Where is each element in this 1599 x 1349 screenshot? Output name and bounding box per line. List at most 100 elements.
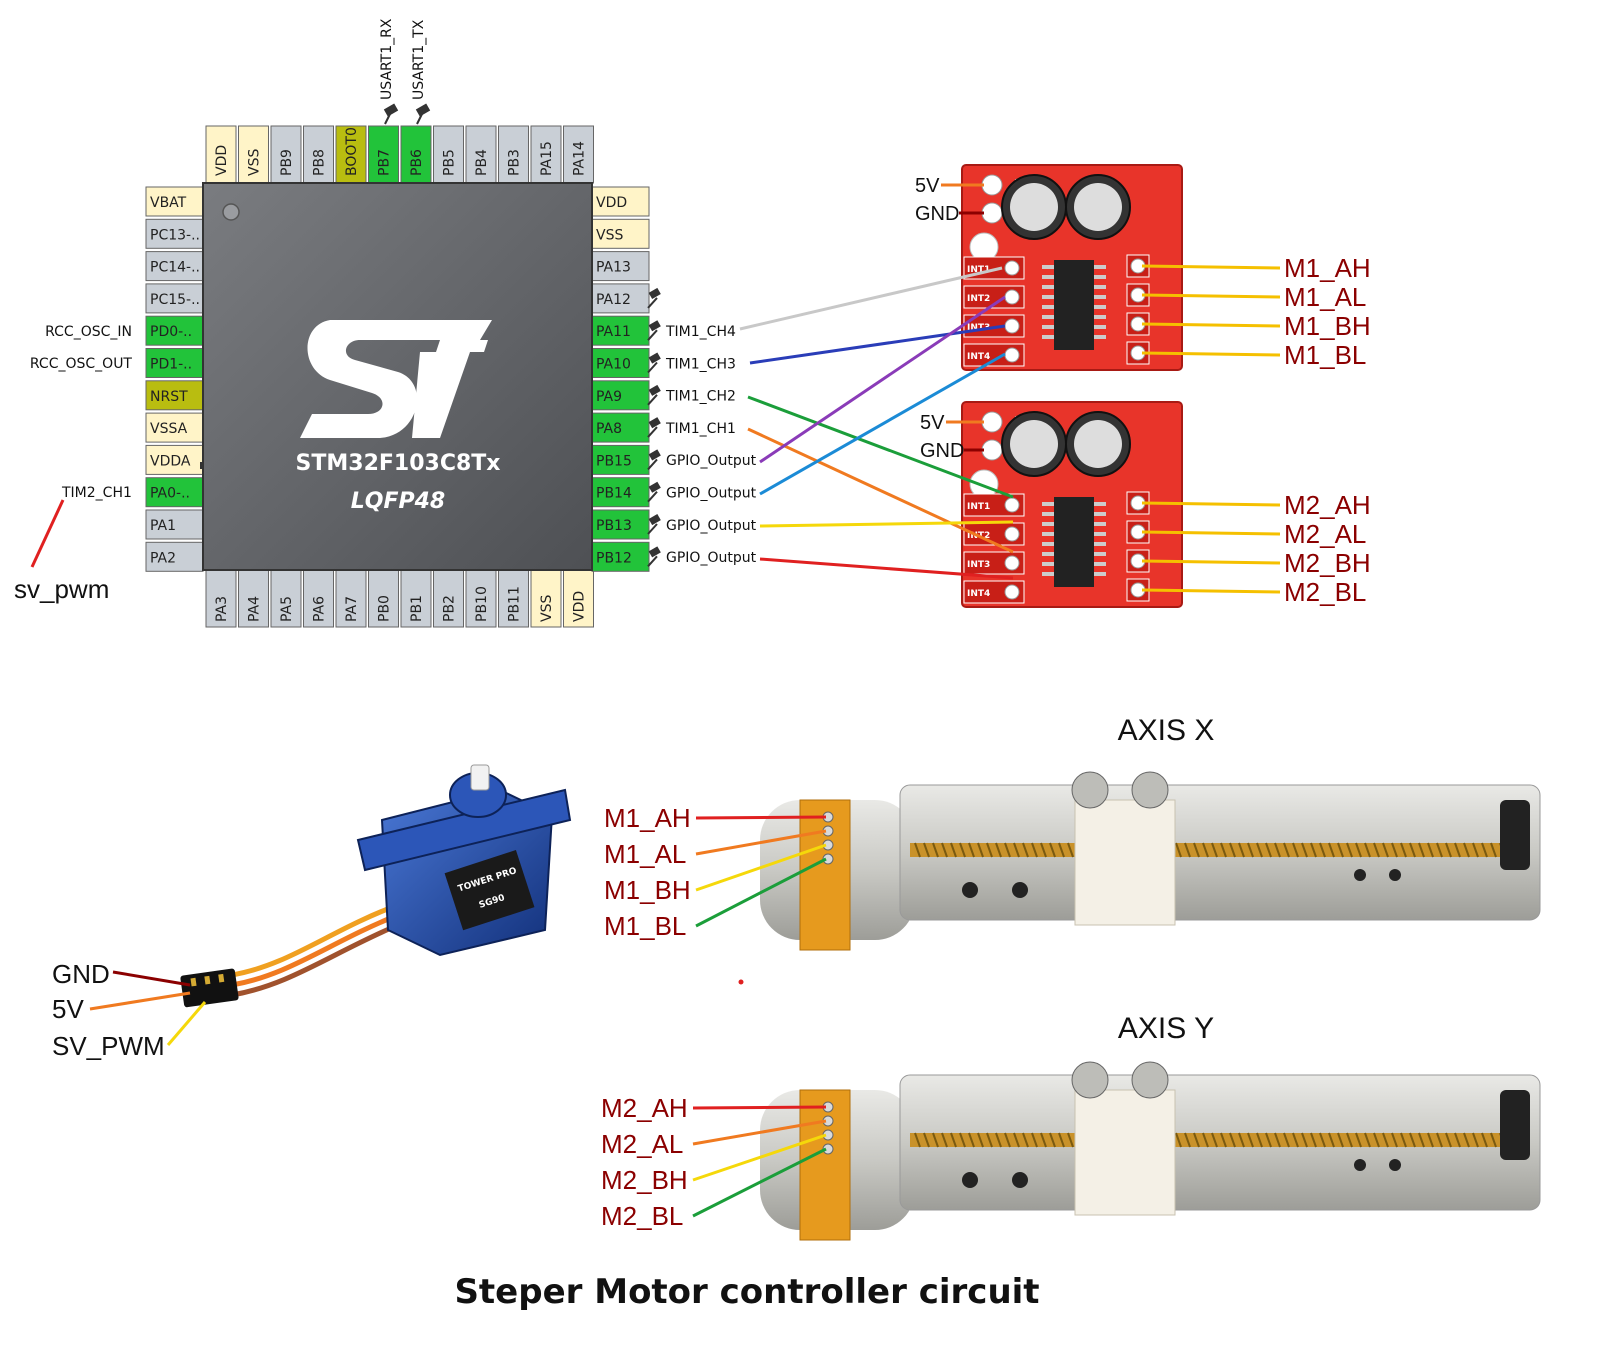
pin-top-label: VSS — [247, 149, 263, 176]
pin-bottom-pb2 — [433, 569, 464, 628]
pin-top-pb5 — [433, 125, 464, 184]
mcu-signal-labels: TIM1_CH4 TIM1_CH3 TIM1_CH2 TIM1_CH1 GPIO_Out… — [665, 324, 757, 566]
sv-pwm-label: sv_pwm — [14, 574, 109, 604]
pin-top-pb3 — [498, 125, 529, 184]
pin-left-nrst — [145, 380, 204, 411]
driver1-output-label: M1_BL — [1284, 340, 1366, 370]
pin-bottom-label: PB0 — [377, 595, 393, 622]
driver2-5v-label: 5V — [920, 412, 945, 434]
axis_x-carriage — [1074, 799, 1176, 926]
stepper-motor-axis-y: M2_AH M2_AL M2_BH M2_BL — [601, 1061, 1541, 1241]
driver2-output-label: M2_AH — [1284, 490, 1371, 520]
pin-bottom-pb10 — [465, 569, 497, 628]
signal-rcc-osc-out: RCC_OSC_OUT — [30, 356, 133, 372]
pin-right-label: PB15 — [596, 453, 632, 469]
axis_y-wire-label: M2_BH — [601, 1165, 688, 1195]
pin-top-label: VDD — [214, 145, 230, 176]
pin-right-label: PA11 — [596, 324, 631, 340]
pin-top-label: BOOT0 — [344, 127, 360, 176]
pin-left-label: VSSA — [150, 421, 188, 437]
pin-bottom-label: VSS — [539, 595, 555, 622]
st-logo — [300, 320, 492, 438]
wire-tim1-ch4 — [739, 266, 1003, 331]
pin-left-label: PC14-.. — [150, 260, 200, 276]
pin-left-pd0- — [145, 315, 204, 346]
pin-left-label: PC15-.. — [150, 292, 200, 308]
pin1-marker — [222, 203, 240, 221]
signal-right-label: TIM1_CH1 — [665, 421, 736, 437]
pin-top-pb7 — [368, 125, 399, 184]
pin-left-vdda — [145, 444, 204, 475]
driver2-gnd-label: GND — [920, 440, 964, 462]
pin-right-label: PA8 — [596, 421, 622, 437]
driver1-output-label: M1_BH — [1284, 311, 1371, 341]
servo-sticker — [444, 850, 535, 931]
wire-tim1-ch1 — [747, 427, 1014, 554]
wire-pb15 — [759, 295, 1006, 464]
pin-left-label: VDDA — [150, 453, 191, 469]
pin-right-label: PA10 — [596, 357, 631, 373]
signal-right-label: GPIO_Output — [666, 486, 757, 502]
pin-bottom-label: PB11 — [507, 586, 523, 622]
signal-tim2-ch1: TIM2_CH1 — [61, 485, 132, 501]
axis-y-title: AXIS Y — [1118, 1012, 1214, 1045]
pin-bottom-label: PB10 — [474, 586, 490, 622]
pin-left-pd1- — [145, 348, 204, 378]
pin-left-pc13- — [145, 218, 204, 249]
pin-right-pa13 — [591, 251, 650, 282]
pin-left-label: NRST — [150, 389, 188, 405]
wire-pb14 — [759, 352, 1006, 496]
servo-connector — [180, 968, 239, 1008]
pin-left-label: PD1-.. — [150, 357, 192, 373]
mcu-right-pins: VDD VSS PA13 PA12 PA11 PA10 PA9 PA8 PB15 PB14 PB13… — [591, 186, 661, 572]
signal-right-label: GPIO_Output — [666, 550, 757, 566]
mcu-part-number: STM32F103C8Tx — [296, 451, 501, 476]
pin-right-pb15 — [591, 444, 650, 475]
pin-left-label: PA2 — [150, 550, 176, 566]
pin-right-label: PB14 — [596, 486, 632, 502]
motor-driver-board-1: +-INT1INT2INT3INT4M1_AHM1_ALM1_BHM1_BL5V… — [915, 164, 1371, 371]
pin-right-label: VSS — [596, 227, 623, 243]
pin-bottom-vdd — [563, 569, 594, 628]
pin-bottom-pa5 — [270, 569, 302, 628]
servo-motor: TOWER PRO SG90 GND 5V SV_PWM — [52, 764, 572, 1061]
driver1-gnd-label: GND — [915, 203, 959, 225]
pin-left-pc15- — [145, 283, 204, 314]
driver1-input-label: INT3 — [967, 323, 990, 333]
pin-top-vdd — [205, 125, 237, 184]
pin-left-label: PD0-.. — [150, 324, 192, 340]
driver2-input-label: INT3 — [967, 560, 990, 570]
driver2-output-label: M2_AL — [1284, 519, 1366, 549]
pin-bottom-pb0 — [368, 569, 399, 628]
pin-left-label: PA0-.. — [150, 486, 190, 502]
pin-right-vss — [591, 218, 650, 249]
axis_y-carriage — [1074, 1089, 1176, 1216]
driver2-input-label: INT1 — [967, 502, 990, 512]
pin-right-label: PB13 — [596, 518, 632, 534]
pin-top-pb8 — [303, 125, 334, 184]
signal-usart1-tx: USART1_TX — [411, 19, 427, 100]
pin-top-label: PB4 — [474, 149, 490, 176]
driver1-input-label: INT4 — [967, 352, 990, 362]
pin-left-label: PC13-.. — [150, 227, 200, 243]
pin-bottom-pa3 — [205, 569, 237, 628]
driver1-output-label: M1_AL — [1284, 282, 1366, 312]
pin-right-label: PA13 — [596, 260, 631, 276]
pin-bottom-label: PA3 — [214, 596, 230, 622]
signal-right-label: GPIO_Output — [666, 518, 757, 534]
pin-top-label: PA14 — [572, 141, 588, 176]
pin-left-label: VBAT — [150, 195, 187, 211]
signal-usart1-rx: USART1_RX — [379, 18, 395, 100]
wire-tim1-ch2 — [747, 395, 1014, 499]
signal-right-label: GPIO_Output — [666, 453, 757, 469]
pin-bottom-label: PA5 — [279, 596, 295, 622]
pin-right-pa9 — [591, 380, 650, 411]
pin-top-label: PA15 — [539, 141, 555, 176]
axis_y-wire-label: M2_AH — [601, 1093, 688, 1123]
pin-top-vss — [238, 125, 269, 184]
pin-top-pa15 — [530, 125, 562, 184]
mcu: VDD VSS PB9 PB8 BOOT0 PB7 PB6 PB5 PB4 PB3 PA15 PA14… — [14, 18, 757, 628]
pin-bottom-label: PA4 — [247, 596, 263, 622]
pin-bottom-pb1 — [400, 569, 432, 628]
pin-bottom-pa6 — [303, 569, 334, 628]
